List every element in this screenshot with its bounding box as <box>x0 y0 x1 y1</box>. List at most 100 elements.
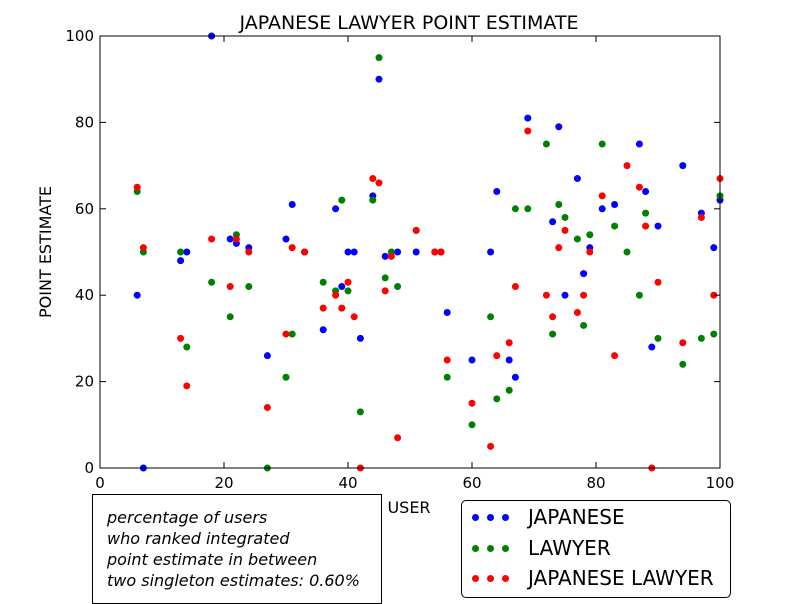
plot-frame <box>99 35 721 469</box>
data-point <box>679 162 687 170</box>
annotation-box: percentage of users who ranked integrate… <box>92 494 382 604</box>
annotation-line: point estimate in between <box>107 550 318 569</box>
data-point <box>288 244 296 252</box>
data-point <box>288 330 296 338</box>
data-point <box>697 213 705 221</box>
data-point <box>375 179 383 187</box>
data-point <box>350 313 358 321</box>
data-point <box>561 291 569 299</box>
data-point <box>549 218 557 226</box>
data-point <box>356 334 364 342</box>
legend-label: LAWYER <box>528 536 611 560</box>
data-point <box>710 291 718 299</box>
data-point <box>133 183 141 191</box>
x-tick-label: 80 <box>586 474 605 492</box>
data-point <box>468 399 476 407</box>
data-point <box>443 356 451 364</box>
data-point <box>561 213 569 221</box>
data-point <box>344 278 352 286</box>
data-point <box>319 304 327 312</box>
data-point <box>356 408 364 416</box>
legend-item-japanese: JAPANESE <box>462 503 730 533</box>
data-point <box>263 352 271 360</box>
data-point <box>226 235 234 243</box>
data-point <box>282 330 290 338</box>
data-point <box>437 248 445 256</box>
annotation-line: two singleton estimates: 0.60% <box>107 571 360 590</box>
data-point <box>245 248 253 256</box>
data-point <box>635 140 643 148</box>
data-point <box>511 373 519 381</box>
legend: JAPANESE LAWYER JAPANESE LAWYER <box>461 500 731 598</box>
data-point <box>381 287 389 295</box>
data-point <box>375 75 383 83</box>
legend-marker <box>502 575 509 582</box>
data-point <box>654 278 662 286</box>
data-point <box>208 278 216 286</box>
data-point <box>679 339 687 347</box>
data-point <box>679 360 687 368</box>
data-point <box>338 196 346 204</box>
data-point <box>431 248 439 256</box>
data-point <box>623 248 631 256</box>
chart-title: JAPANESE LAWYER POINT ESTIMATE <box>238 12 578 34</box>
data-point <box>493 395 501 403</box>
x-tick-label: 60 <box>462 474 481 492</box>
data-point <box>654 334 662 342</box>
data-point <box>183 248 191 256</box>
y-tick-label: 80 <box>75 113 94 131</box>
legend-marker <box>487 575 494 582</box>
data-point <box>573 308 581 316</box>
data-point <box>598 192 606 200</box>
data-point <box>468 356 476 364</box>
legend-item-lawyer: LAWYER <box>462 534 730 564</box>
data-point <box>369 196 377 204</box>
data-point <box>611 352 619 360</box>
legend-marker <box>502 514 509 521</box>
data-point <box>443 373 451 381</box>
legend-label: JAPANESE <box>528 505 625 529</box>
data-point <box>232 235 240 243</box>
data-point <box>332 291 340 299</box>
data-point <box>598 205 606 213</box>
data-point <box>282 373 290 381</box>
data-point <box>642 188 650 196</box>
data-point <box>177 248 185 256</box>
data-point <box>369 175 377 183</box>
data-point <box>555 200 563 208</box>
data-point <box>226 313 234 321</box>
legend-label: JAPANESE LAWYER <box>528 566 714 590</box>
data-point <box>301 248 309 256</box>
data-point <box>344 287 352 295</box>
annotation-line: percentage of users <box>107 508 268 527</box>
data-point <box>381 274 389 282</box>
data-point <box>542 291 550 299</box>
data-point <box>338 304 346 312</box>
data-point <box>412 226 420 234</box>
data-point <box>177 257 185 265</box>
y-tick-label: 40 <box>75 286 94 304</box>
data-point <box>542 140 550 148</box>
data-point <box>642 209 650 217</box>
data-point <box>487 248 495 256</box>
data-point <box>487 442 495 450</box>
data-point <box>580 291 588 299</box>
data-point <box>493 352 501 360</box>
data-point <box>580 270 588 278</box>
data-point <box>319 278 327 286</box>
data-point <box>586 231 594 239</box>
data-point <box>524 114 532 122</box>
data-point <box>183 343 191 351</box>
legend-item-japanese-lawyer: JAPANESE LAWYER <box>462 564 730 594</box>
data-point <box>139 244 147 252</box>
data-point <box>511 283 519 291</box>
x-tick-label: 40 <box>338 474 357 492</box>
data-point <box>468 421 476 429</box>
data-point <box>319 326 327 334</box>
y-tick-label: 100 <box>65 27 94 45</box>
data-point <box>561 226 569 234</box>
data-point <box>245 283 253 291</box>
legend-marker <box>472 575 479 582</box>
x-tick-label: 100 <box>706 474 735 492</box>
